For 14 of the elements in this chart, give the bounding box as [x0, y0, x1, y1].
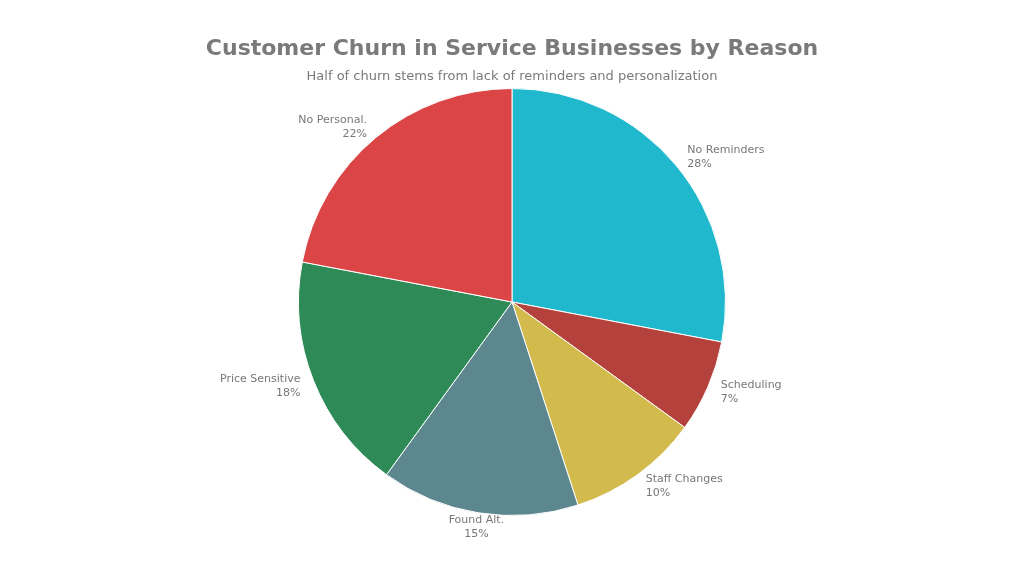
- data-label: 22%: [342, 126, 367, 140]
- data-label: 7%: [720, 392, 739, 406]
- slice-label: No Reminders: [687, 142, 765, 156]
- slice-label: Price Sensitive: [219, 371, 301, 385]
- slice-label: No Personal.: [298, 112, 367, 126]
- slice-label: Found Alt.: [448, 512, 505, 526]
- data-label: 15%: [464, 526, 489, 540]
- chart-subtitle: Half of churn stems from lack of reminders and personalization: [306, 67, 718, 83]
- data-label: 18%: [276, 385, 301, 399]
- chart-title: Customer Churn in Service Businesses by Reason: [205, 34, 819, 60]
- slice-label: Scheduling: [720, 378, 782, 392]
- data-label: 28%: [687, 156, 712, 170]
- slice-label: Staff Changes: [645, 471, 723, 485]
- data-label: 10%: [645, 485, 671, 499]
